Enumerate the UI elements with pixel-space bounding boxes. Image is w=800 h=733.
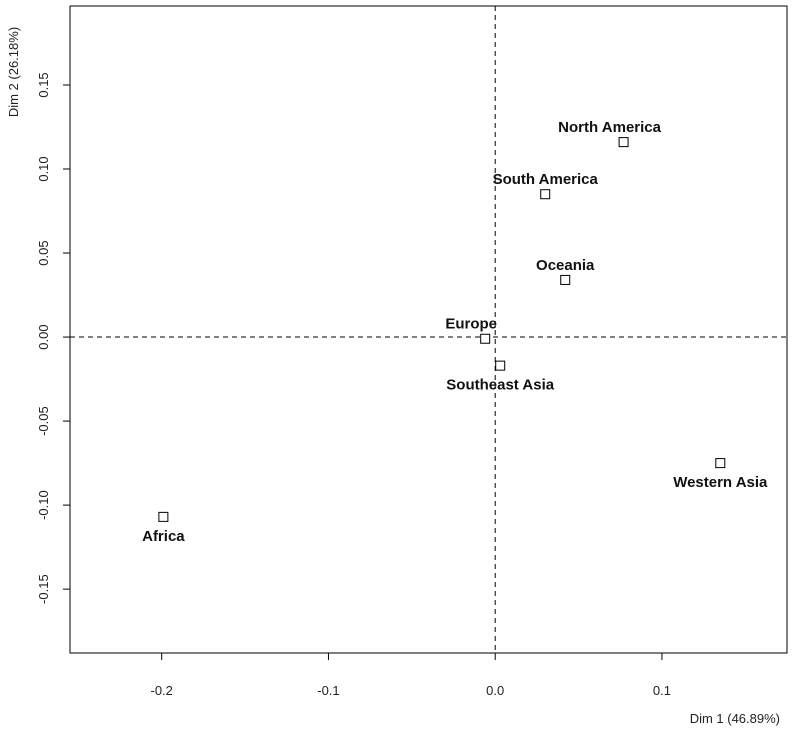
y-tick-label: 0.15	[36, 72, 51, 97]
x-tick-label: 0.1	[653, 683, 671, 698]
reference-lines	[70, 6, 787, 653]
y-tick-label: -0.05	[36, 406, 51, 436]
y-tick-label: 0.10	[36, 156, 51, 181]
y-axis: -0.15 -0.10 -0.05 0.00 0.05 0.10 0.15	[36, 72, 70, 604]
point-marker	[715, 458, 726, 469]
point-label: Southeast Asia	[446, 377, 554, 394]
point-label: Western Asia	[673, 474, 768, 491]
point-label: North America	[558, 119, 661, 136]
point-label: Europe	[445, 316, 497, 333]
y-tick-label: -0.15	[36, 574, 51, 604]
point-marker	[560, 274, 571, 285]
y-tick-label: 0.00	[36, 324, 51, 349]
point-marker	[158, 511, 169, 522]
point-label: South America	[493, 171, 599, 188]
y-tick-label: -0.10	[36, 490, 51, 520]
y-tick-label: 0.05	[36, 240, 51, 265]
point-label: Africa	[142, 528, 185, 545]
x-tick-label: 0.0	[486, 683, 504, 698]
point-marker	[480, 333, 491, 344]
y-axis-title: Dim 2 (26.18%)	[6, 27, 21, 117]
plot-frame	[69, 5, 788, 654]
data-points: North America South America Oceania Europe S…	[142, 119, 768, 545]
point-marker	[495, 360, 506, 371]
point-label: Oceania	[536, 257, 595, 274]
x-axis: -0.2 -0.1 0.0 0.1	[151, 653, 671, 698]
point-marker	[618, 137, 629, 148]
x-axis-title: Dim 1 (46.89%)	[690, 711, 780, 726]
point-marker	[540, 189, 551, 200]
x-tick-label: -0.1	[317, 683, 339, 698]
x-tick-label: -0.2	[151, 683, 173, 698]
